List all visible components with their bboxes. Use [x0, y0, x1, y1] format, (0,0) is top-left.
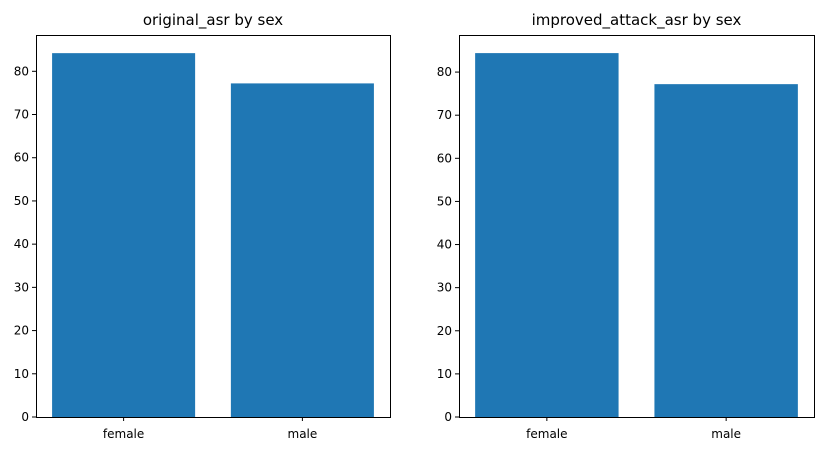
- x-axis: female male: [103, 417, 317, 441]
- bar-female: [52, 53, 196, 417]
- y-axis: 0 10 20 30 40 50 60 70 80: [437, 65, 459, 424]
- chart-title: improved_attack_asr by sex: [532, 11, 742, 30]
- axes-frame: [36, 35, 391, 418]
- axes-frame: [459, 35, 815, 418]
- y-tick-label: 80: [437, 65, 452, 79]
- chart-panel-improved-attack-asr: improved_attack_asr by sex 0 10 20 30 40 50 60…: [437, 11, 815, 441]
- y-tick-label: 40: [437, 238, 452, 252]
- y-tick-label: 50: [14, 194, 29, 208]
- y-tick-label: 60: [437, 151, 452, 165]
- x-tick-label: male: [288, 427, 318, 441]
- y-tick-label: 80: [14, 64, 29, 78]
- y-tick-label: 70: [437, 108, 452, 122]
- bar-group: [475, 53, 798, 418]
- y-tick-label: 30: [14, 280, 29, 294]
- x-tick-label: male: [711, 427, 741, 441]
- y-tick-label: 70: [14, 108, 29, 122]
- x-tick-label: female: [103, 427, 144, 441]
- y-tick-label: 20: [14, 324, 29, 338]
- bar-male: [654, 84, 798, 417]
- bar-female: [475, 53, 619, 418]
- y-tick-label: 0: [21, 410, 29, 424]
- chart-title: original_asr by sex: [143, 11, 283, 30]
- y-tick-label: 40: [14, 237, 29, 251]
- y-tick-label: 10: [437, 367, 452, 381]
- y-axis: 0 10 20 30 40 50 60 70 80: [14, 64, 36, 424]
- y-tick-label: 0: [444, 410, 452, 424]
- y-tick-label: 30: [437, 281, 452, 295]
- x-tick-label: female: [526, 427, 567, 441]
- x-axis: female male: [526, 417, 741, 441]
- bar-group: [52, 53, 374, 417]
- y-tick-label: 50: [437, 194, 452, 208]
- y-tick-label: 20: [437, 324, 452, 338]
- y-tick-label: 10: [14, 367, 29, 381]
- bar-male: [230, 83, 374, 417]
- chart-panel-original-asr: original_asr by sex 0 10 20 30 40 50 60 70 80 fe…: [14, 11, 391, 441]
- y-tick-label: 60: [14, 151, 29, 165]
